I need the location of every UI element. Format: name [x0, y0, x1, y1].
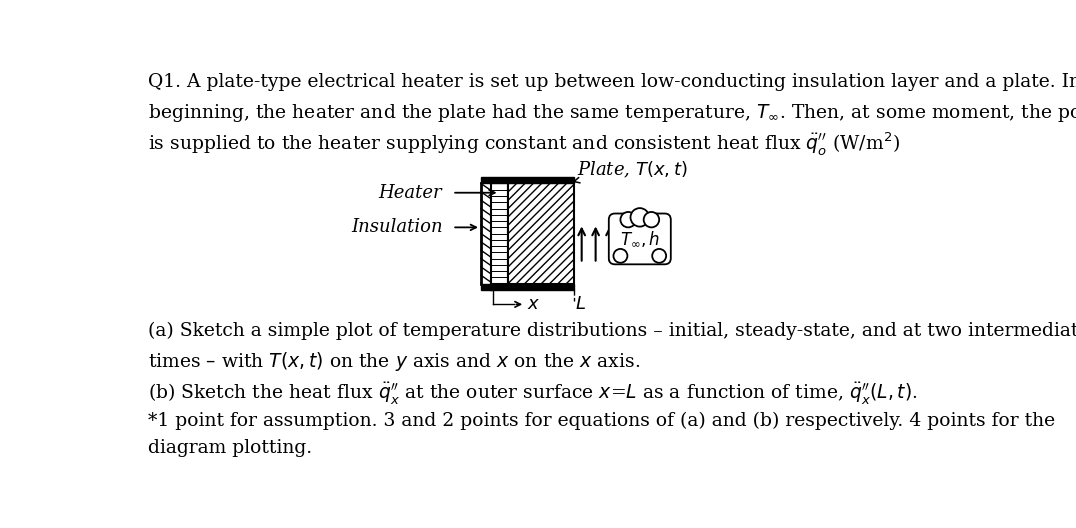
Text: Heater: Heater	[379, 184, 442, 202]
Text: Plate, $T(x,t)$: Plate, $T(x,t)$	[577, 159, 688, 180]
Text: $T_{\infty},h$: $T_{\infty},h$	[620, 230, 660, 248]
Text: Insulation: Insulation	[352, 219, 443, 237]
Text: (a) Sketch a simple plot of temperature distributions – initial, steady-state, a: (a) Sketch a simple plot of temperature …	[148, 322, 1076, 341]
Circle shape	[631, 208, 649, 227]
Text: $x$: $x$	[526, 295, 540, 314]
Circle shape	[621, 212, 636, 228]
Circle shape	[643, 212, 660, 228]
FancyBboxPatch shape	[609, 213, 670, 265]
Circle shape	[613, 249, 627, 263]
Text: times – with $T(x,t)$ on the $y$ axis and $x$ on the $x$ axis.: times – with $T(x,t)$ on the $y$ axis an…	[148, 350, 640, 373]
Text: beginning, the heater and the plate had the same temperature, $T_\infty$. Then, : beginning, the heater and the plate had …	[148, 102, 1076, 124]
Text: Q1. A plate-type electrical heater is set up between low-conducting insulation l: Q1. A plate-type electrical heater is se…	[148, 73, 1076, 91]
Text: $L$: $L$	[576, 295, 586, 314]
Text: *1 point for assumption. 3 and 2 points for equations of (a) and (b) respectivel: *1 point for assumption. 3 and 2 points …	[148, 411, 1056, 430]
Bar	[508, 184, 574, 284]
Bar	[491, 184, 508, 284]
Text: is supplied to the heater supplying constant and consistent heat flux $\ddot{q}_: is supplied to the heater supplying cons…	[148, 130, 901, 157]
Text: diagram plotting.: diagram plotting.	[148, 439, 312, 457]
Bar	[481, 284, 574, 290]
Circle shape	[652, 249, 666, 263]
Bar	[481, 177, 574, 184]
Text: (b) Sketch the heat flux $\ddot{q}_x''$ at the outer surface $x$=$L$ as a functi: (b) Sketch the heat flux $\ddot{q}_x''$ …	[148, 381, 918, 407]
